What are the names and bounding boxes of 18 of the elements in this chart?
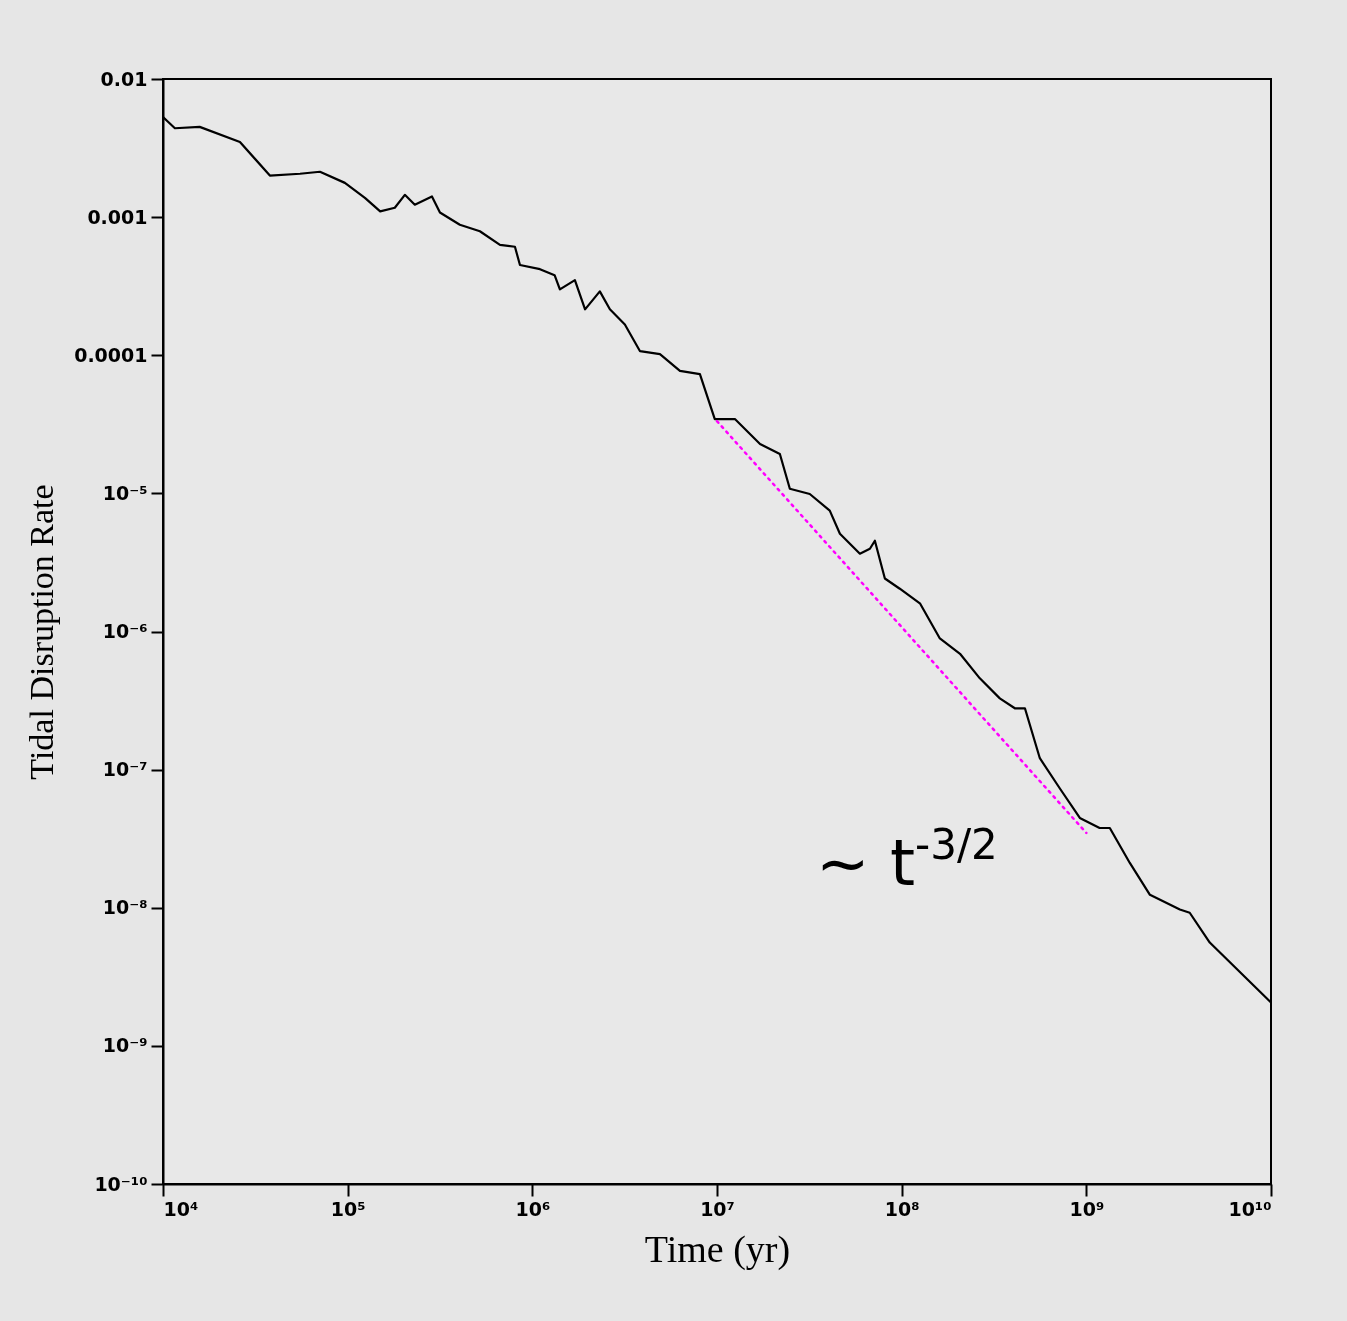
x-axis-title: Time (yr) [644,1227,791,1271]
y-tick-label: 10⁻¹⁰ [94,1172,148,1195]
y-axis-title: Tidal Disruption Rate [23,484,61,780]
y-tick-label: 10⁻⁵ [102,481,148,504]
y-tick-label: 0.0001 [74,343,148,366]
x-tick-label: 10⁸ [884,1197,920,1220]
x-tick-label: 10⁹ [1069,1197,1105,1220]
y-tick-label: 10⁻⁶ [102,620,148,642]
y-tick-label: 10⁻⁸ [102,896,148,919]
x-tick-label: 10⁵ [330,1197,366,1220]
y-tick-label: 10⁻⁹ [102,1034,148,1057]
x-tick-label: 10⁴ [163,1197,199,1220]
x-tick-label: 10¹⁰ [1228,1197,1272,1220]
y-tick-label: 10⁻⁷ [102,758,148,781]
y-tick-label: 0.001 [87,205,148,228]
x-tick-label: 10⁷ [700,1197,735,1220]
x-tick-label: 10⁶ [515,1197,551,1220]
y-tick-label: 0.01 [100,67,148,90]
